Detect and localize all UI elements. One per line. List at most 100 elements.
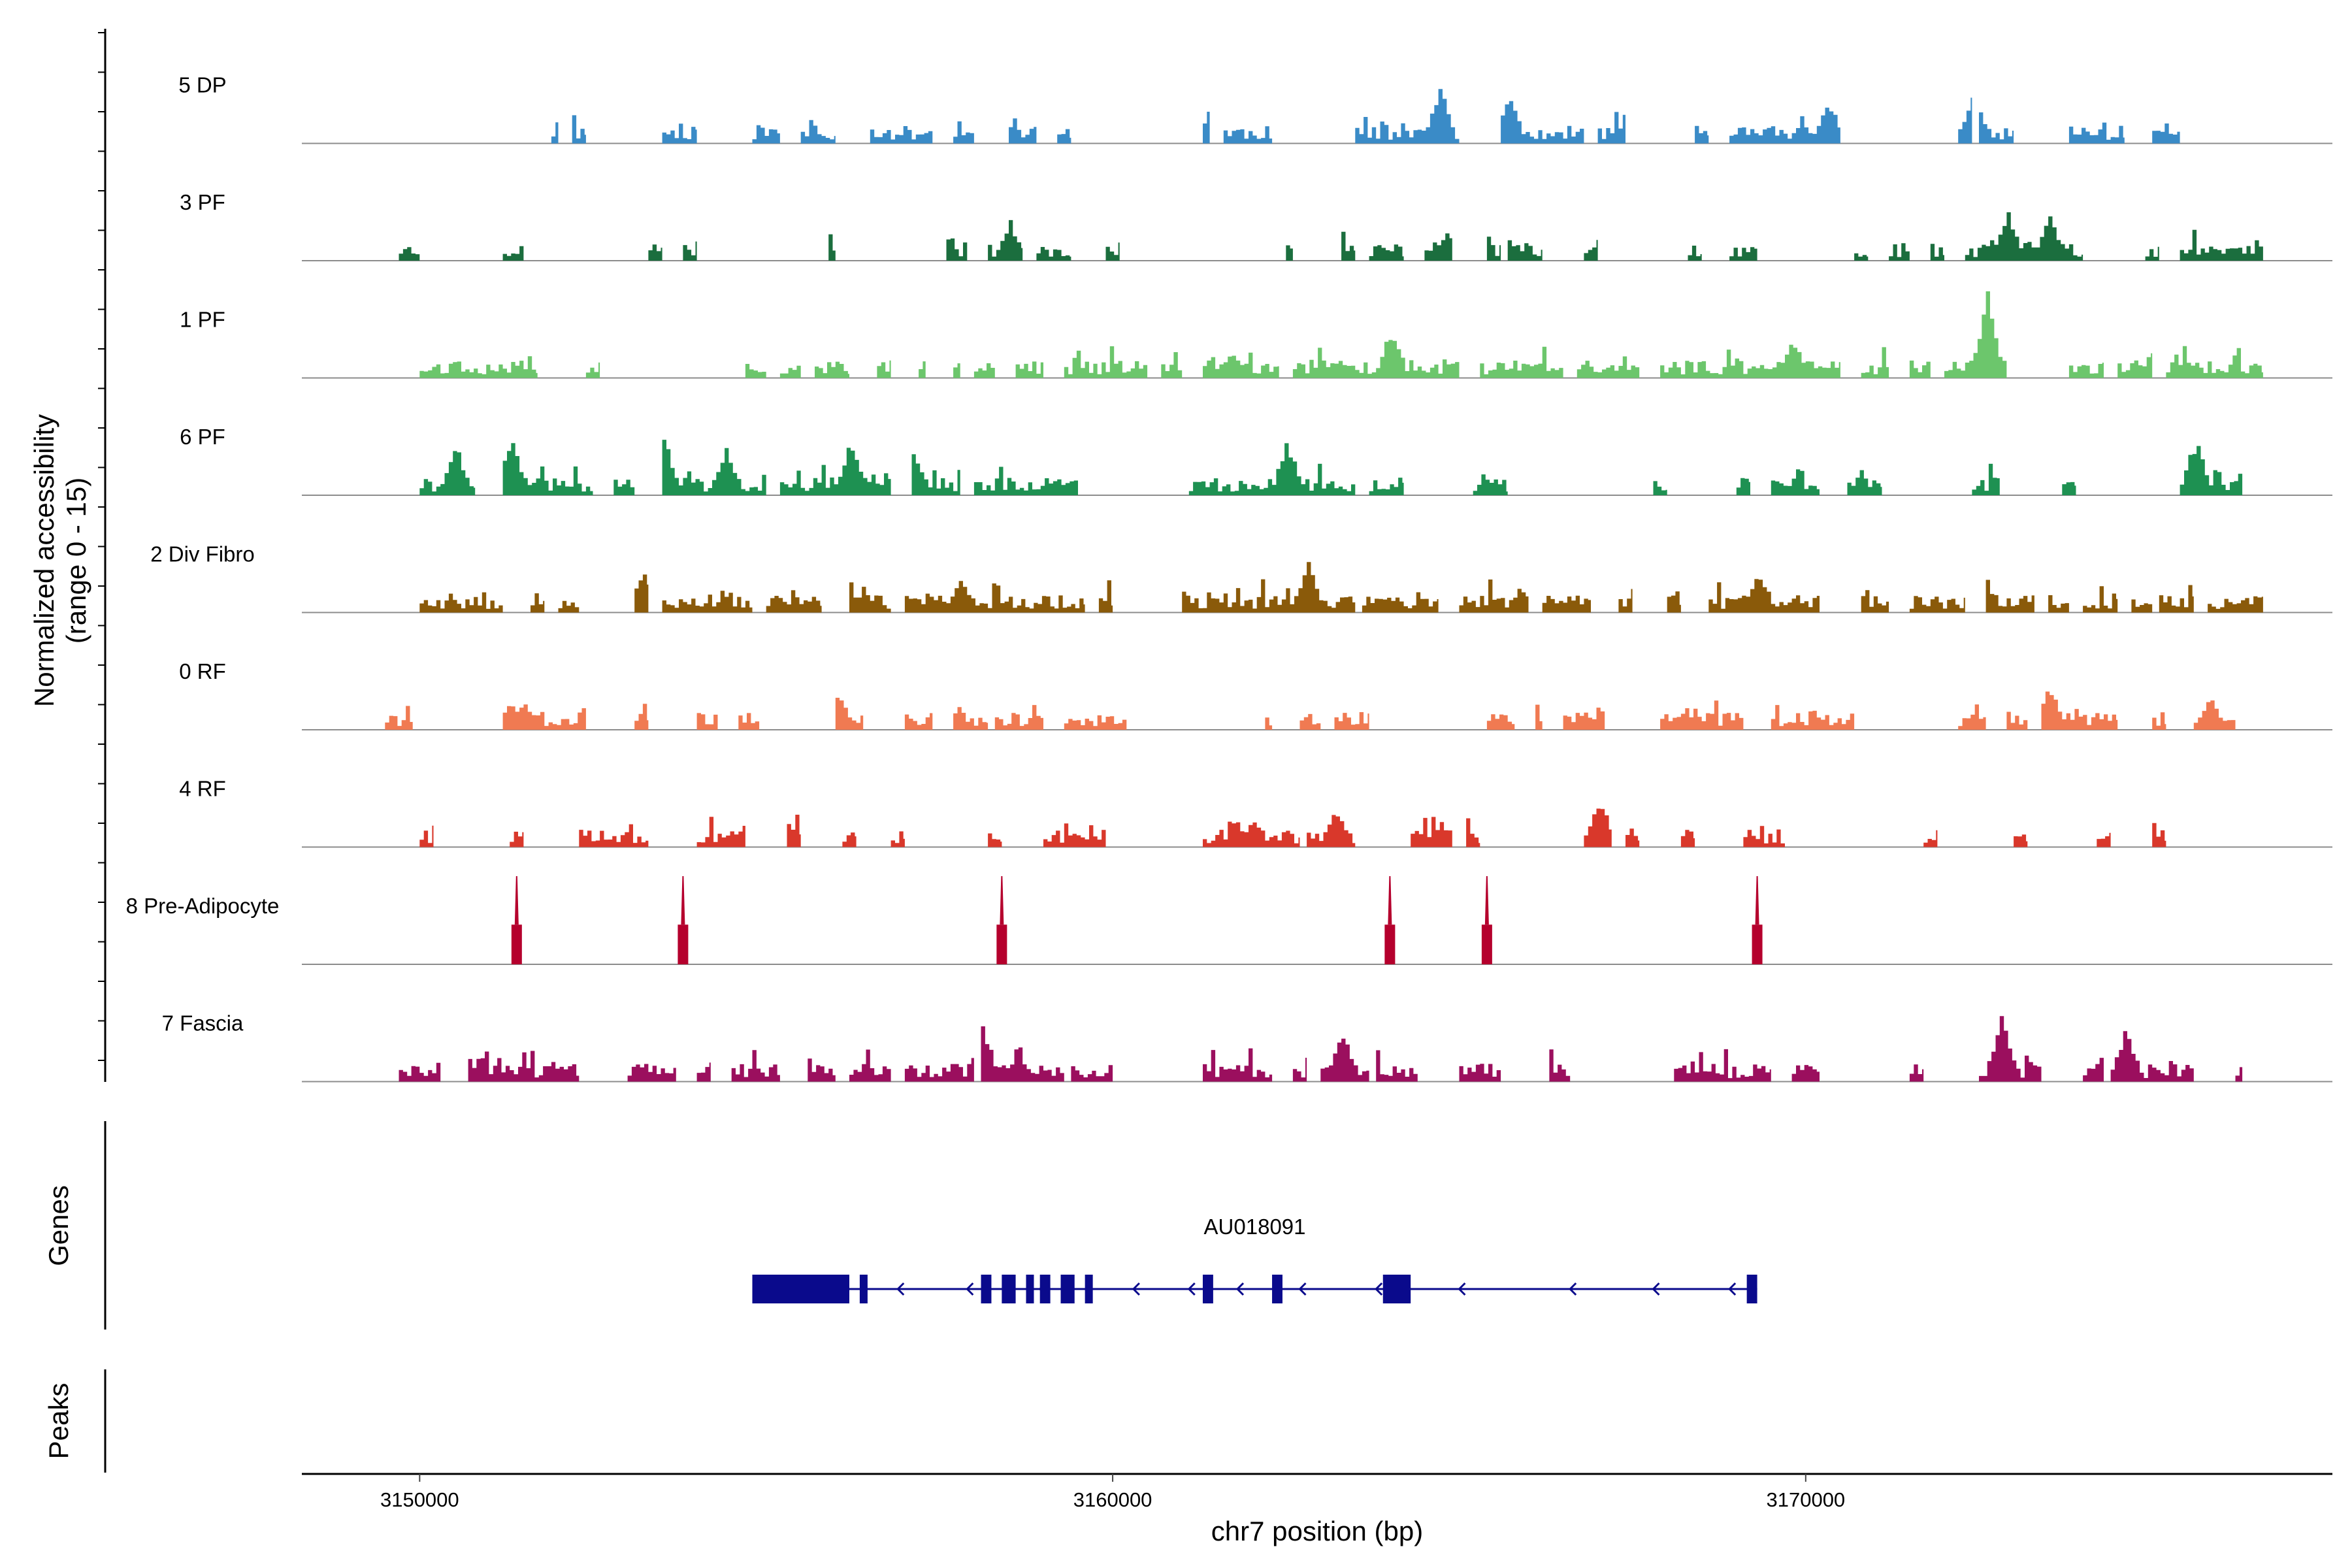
coverage-region (2208, 596, 2263, 613)
coverage-region (1618, 589, 1633, 613)
coverage-region (683, 241, 697, 261)
coverage-region (1861, 347, 1889, 378)
pre-adipocyte-peak-spike (1755, 876, 1759, 925)
coverage-region (385, 706, 413, 730)
coverage-region (1307, 815, 1356, 847)
coverage-region (585, 362, 600, 378)
coverage-region (510, 832, 524, 847)
track-4-rf: 4 RF (179, 777, 2332, 848)
coverage-region (981, 1026, 1064, 1082)
coverage-region (502, 443, 593, 495)
pre-adipocyte-peak-spike (681, 876, 685, 925)
coverage-region (1909, 1064, 1924, 1082)
coverage-region (1972, 463, 2000, 495)
coverage-region (973, 363, 995, 378)
coverage-region (2159, 585, 2194, 613)
coverage-region (904, 1058, 974, 1082)
coverage-region (399, 1062, 441, 1082)
coverage-region (1203, 112, 1210, 144)
coverage-region (2097, 832, 2111, 847)
pre-adipocyte-peak-base (511, 924, 522, 964)
coverage-region (1015, 361, 1043, 378)
gene-exon (1002, 1275, 1016, 1303)
coverage-region (1667, 591, 1681, 613)
coverage-region (572, 115, 586, 144)
coverage-region (1549, 1049, 1571, 1082)
coverage-region (1299, 713, 1321, 730)
track-label: 3 PF (180, 190, 225, 214)
gene-exon (1060, 1275, 1075, 1303)
coverage-region (696, 817, 745, 847)
track-label: 2 Div Fibro (150, 542, 255, 566)
coverage-region (779, 448, 891, 495)
coverage-region (1369, 478, 1404, 495)
track-1-pf: 1 PF (180, 291, 2332, 379)
coverage-region (1188, 443, 1356, 495)
coverage-region (2006, 711, 2028, 730)
coverage-region (2152, 712, 2166, 730)
coverage-region (579, 824, 649, 847)
coverage-region (1292, 1058, 1307, 1082)
coverage-region (835, 698, 864, 730)
track-3-pf: 3 PF (180, 190, 2332, 261)
coverage-region (1203, 821, 1300, 847)
coverage-region (2193, 700, 2236, 730)
coverage-region (2014, 834, 2028, 847)
coverage-region (2068, 363, 2104, 378)
coverage-region (2117, 353, 2153, 378)
coverage-region (1791, 1065, 1820, 1082)
coverage-region (1320, 1038, 1369, 1082)
coverage-region (1979, 112, 2014, 144)
coverage-region (2062, 482, 2076, 495)
coverage-region (1597, 112, 1625, 144)
coverage-region (800, 120, 836, 144)
x-tick-label: 3150000 (380, 1488, 459, 1511)
gene-exon (1085, 1275, 1093, 1303)
peaks-panel-title: Peaks (43, 1383, 74, 1460)
track-7-fascia: 7 Fascia (162, 1011, 2332, 1083)
coverage-region (627, 1064, 676, 1082)
coverage-region (808, 1058, 836, 1082)
coverage-region (1535, 704, 1543, 730)
coverage-region (849, 582, 891, 613)
coverage-region (2180, 446, 2243, 495)
coverage-region (1979, 1016, 2042, 1082)
coverage-region (953, 121, 974, 144)
coverage-region (1965, 212, 2083, 261)
coverage-region (468, 1051, 580, 1082)
pre-adipocyte-peak-base (1384, 924, 1396, 964)
track-8-pre-adipocyte: 8 Pre-Adipocyte (126, 876, 2332, 965)
y-axis-title: Normalized accessibility (range 0 - 15) (29, 414, 91, 707)
coverage-region (1930, 244, 1944, 261)
coverage-region (1466, 818, 1480, 847)
coverage-region (1486, 714, 1515, 730)
coverage-region (1542, 595, 1591, 613)
coverage-region (1424, 233, 1452, 261)
gene-exon (1039, 1275, 1051, 1303)
coverage-region (399, 247, 420, 261)
coverage-region (1064, 715, 1127, 730)
coverage-region (815, 361, 849, 378)
coverage-region (752, 125, 780, 144)
x-axis-title: chr7 position (bp) (1211, 1516, 1424, 1546)
x-axis: 3150000 3160000 3170000 chr7 position (bp) (302, 1473, 2332, 1546)
x-tick-label: 3160000 (1073, 1488, 1152, 1511)
coverage-region (2048, 595, 2069, 613)
gene-exon (1202, 1275, 1213, 1303)
coverage-region (1695, 125, 1709, 144)
gene-exon (1272, 1275, 1282, 1303)
coverage-region (1341, 231, 1356, 261)
track-5-dp: 5 DP (178, 73, 2332, 144)
coverage-region (648, 244, 662, 261)
coverage-region (994, 705, 1043, 730)
track-label: 8 Pre-Adipocyte (126, 894, 280, 918)
coverage-region (1729, 247, 1757, 261)
gene-strand-arrow (1187, 1282, 1196, 1296)
coverage-region (988, 220, 1023, 261)
coverage-region (766, 590, 822, 613)
coverage-region (1473, 474, 1508, 495)
coverage-region (1459, 580, 1529, 613)
coverage-region (870, 126, 933, 144)
coverage-region (988, 833, 1002, 847)
coverage-region (1182, 562, 1356, 613)
